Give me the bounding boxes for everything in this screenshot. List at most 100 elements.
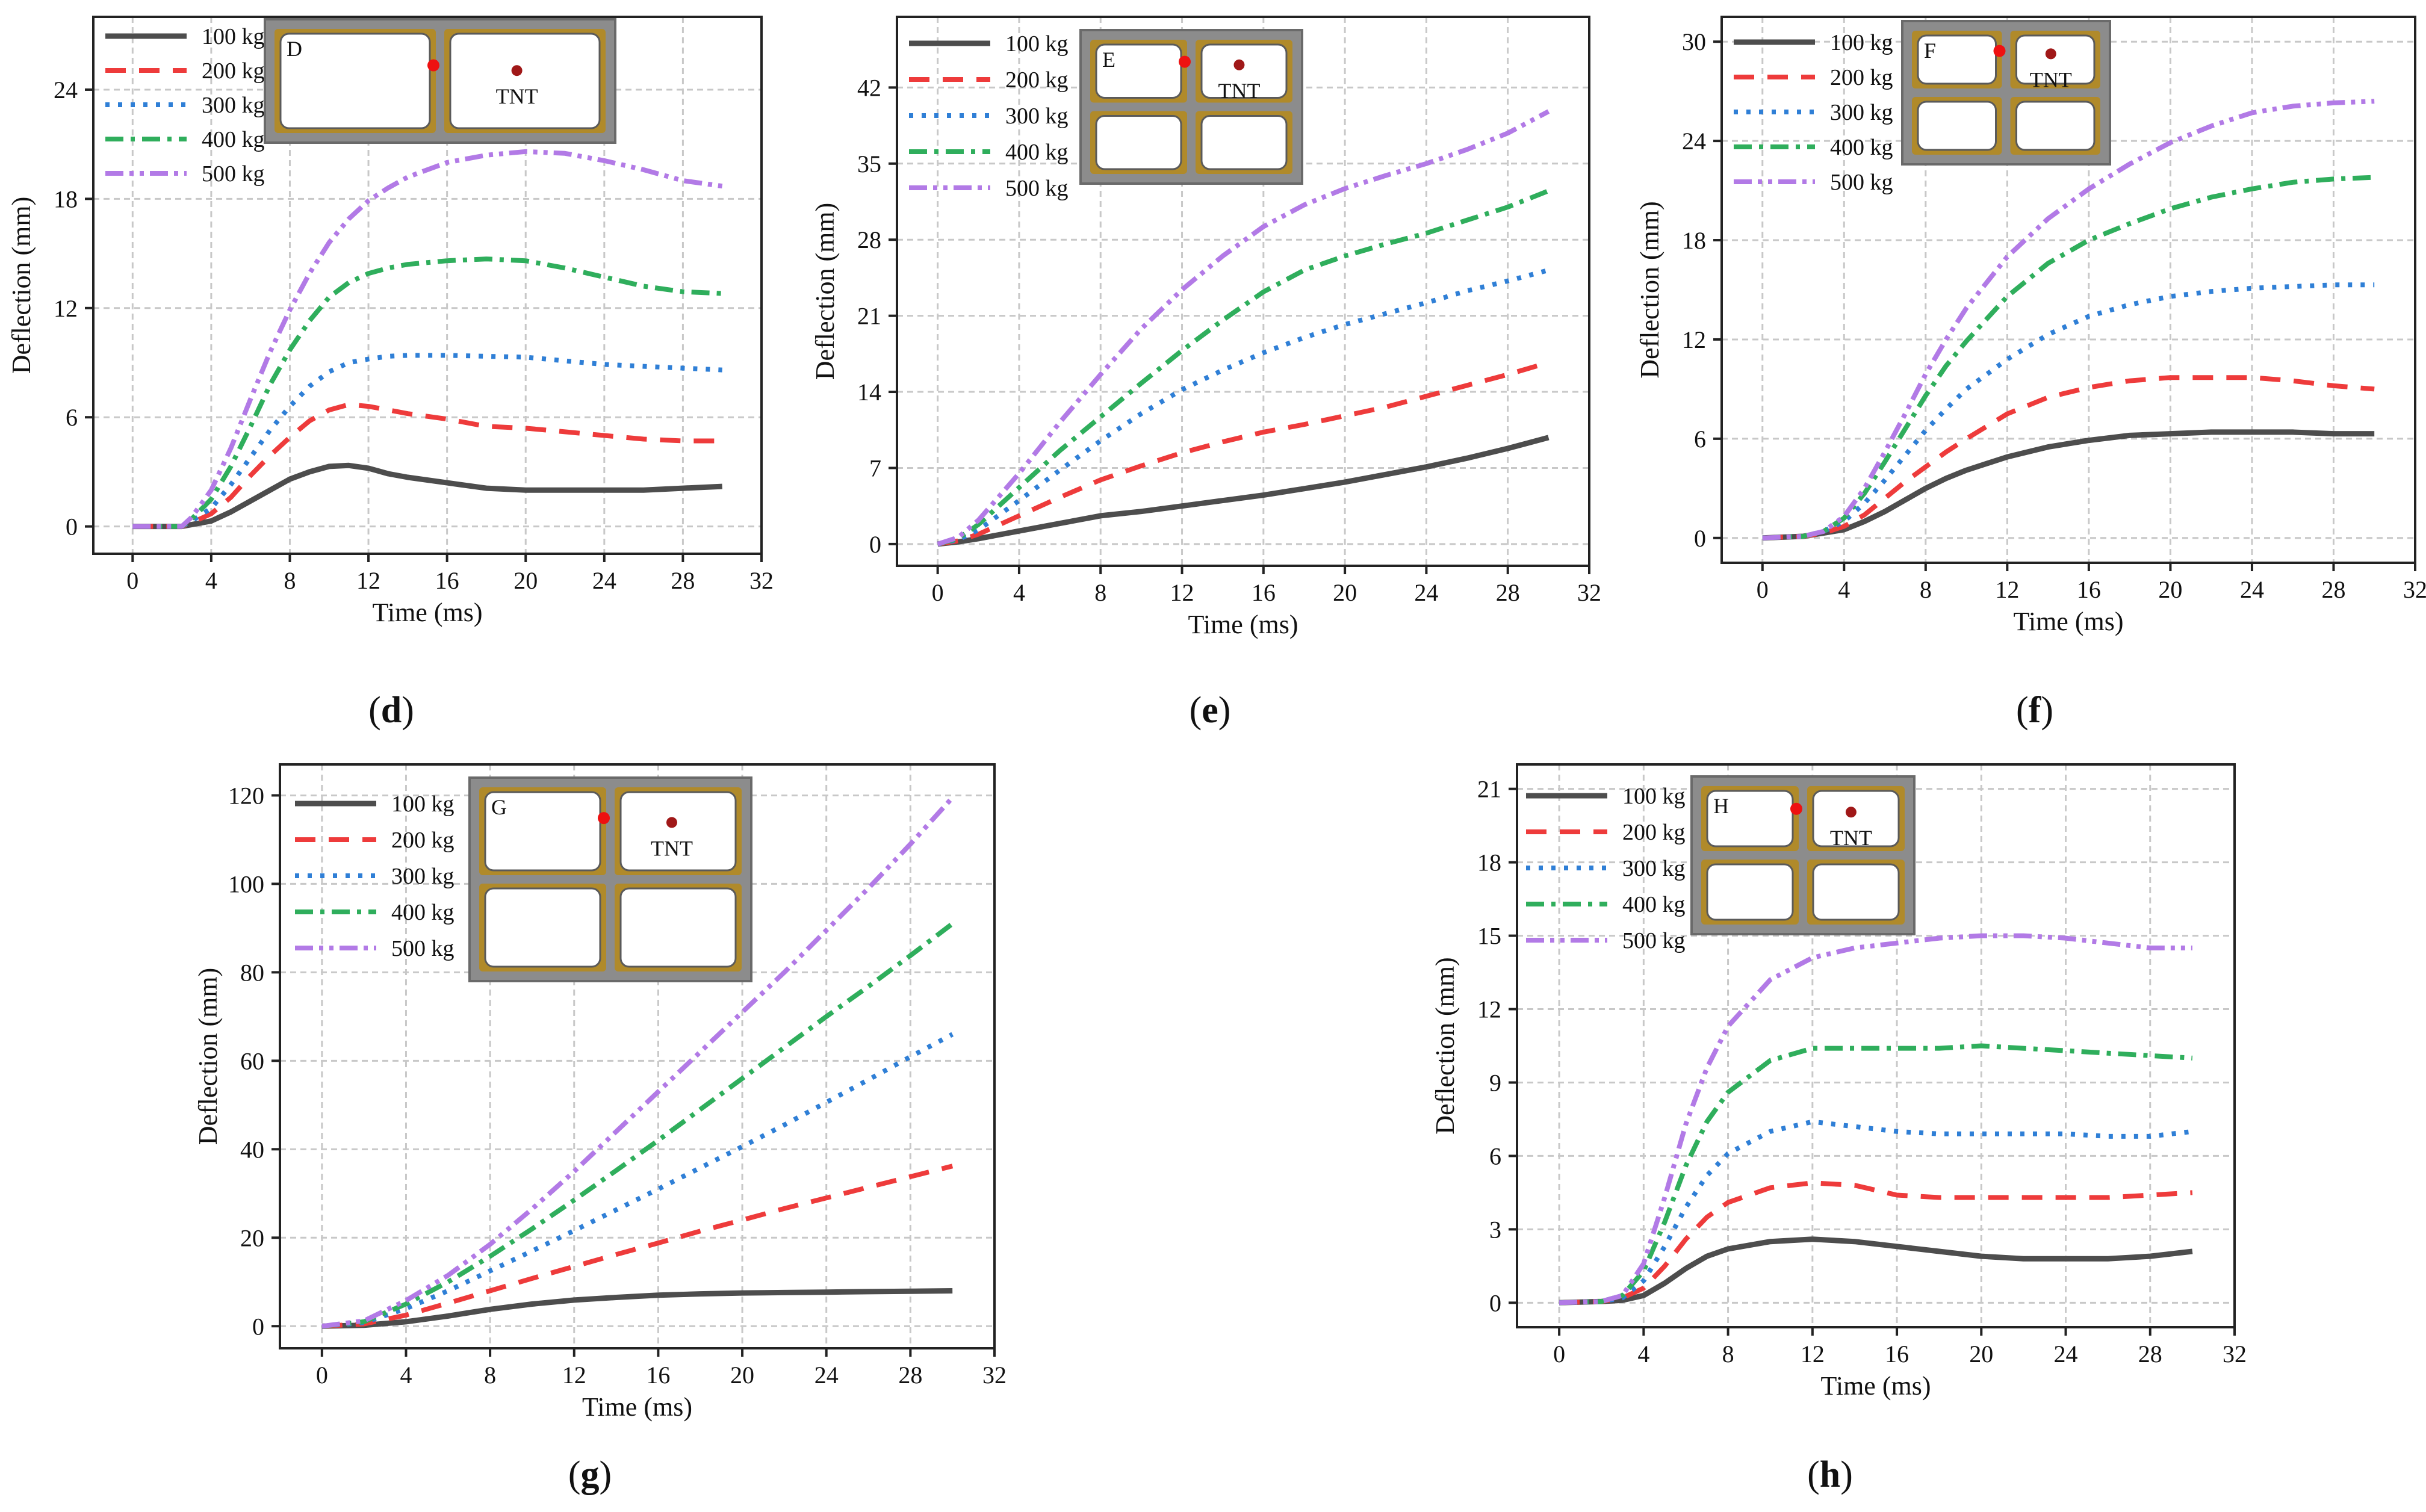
inset-diagram: TNT F bbox=[1901, 20, 2111, 166]
inset-cell bbox=[619, 791, 737, 872]
y-tick-label: 60 bbox=[240, 1047, 264, 1074]
y-axis-title: Deflection (mm) bbox=[7, 197, 36, 374]
legend-label: 400 kg bbox=[1005, 140, 1069, 165]
legend-label: 300 kg bbox=[1005, 104, 1069, 129]
chart-panel-d: 0 4 8 12 16 20 24 28 32 0 6 12 18 24 Time (ms) Deflecti… bbox=[7, 16, 774, 627]
legend-label: 500 kg bbox=[1830, 170, 1893, 195]
x-tick-label: 0 bbox=[1757, 576, 1769, 603]
legend-label: 500 kg bbox=[391, 936, 454, 961]
x-axis-title: Time (ms) bbox=[1821, 1371, 1931, 1401]
inset-cell bbox=[279, 33, 431, 129]
x-tick-label: 12 bbox=[1801, 1340, 1825, 1368]
caption-open: ( bbox=[1807, 1454, 1820, 1495]
inset-cell bbox=[484, 887, 601, 968]
x-tick-label: 16 bbox=[646, 1362, 670, 1389]
inset-cell bbox=[1200, 43, 1288, 99]
legend-label: 100 kg bbox=[1005, 31, 1069, 57]
x-tick-label: 28 bbox=[671, 567, 695, 594]
x-tick-label: 12 bbox=[1995, 576, 2019, 603]
measure-point-label: G bbox=[491, 795, 507, 819]
inset-cell bbox=[449, 33, 601, 129]
tnt-marker bbox=[1845, 807, 1857, 818]
series-line-300-kg bbox=[321, 1032, 954, 1329]
x-tick-label: 24 bbox=[814, 1362, 839, 1389]
x-axis-title: Time (ms) bbox=[2014, 607, 2124, 636]
legend-label: 200 kg bbox=[391, 828, 454, 853]
y-axis-title: Deflection (mm) bbox=[1635, 201, 1664, 378]
inset-cell bbox=[2015, 101, 2096, 151]
series-line-200-kg bbox=[1559, 1180, 2193, 1306]
legend-label: 400 kg bbox=[202, 127, 265, 152]
x-tick-label: 4 bbox=[400, 1362, 412, 1389]
measure-point-marker bbox=[427, 59, 439, 72]
y-tick-label: 0 bbox=[1694, 525, 1706, 552]
inset-cell bbox=[2015, 34, 2096, 85]
inset-cell bbox=[619, 887, 737, 968]
inset-cell bbox=[1812, 790, 1900, 847]
inset-cell bbox=[1706, 863, 1794, 921]
legend-label: 500 kg bbox=[1622, 928, 1686, 953]
y-tick-label: 3 bbox=[1489, 1216, 1501, 1243]
panel-caption: (g) bbox=[568, 1454, 612, 1495]
legend-label: 500 kg bbox=[202, 161, 265, 187]
measure-point-marker bbox=[1993, 45, 2006, 57]
x-tick-label: 0 bbox=[1553, 1340, 1565, 1368]
inset-cell bbox=[484, 791, 601, 872]
inset-cell bbox=[1706, 790, 1794, 847]
tnt-label: TNT bbox=[1218, 79, 1260, 103]
x-axis-title: Time (ms) bbox=[1188, 610, 1298, 639]
panel-caption: (e) bbox=[1190, 690, 1231, 731]
x-tick-label: 8 bbox=[1722, 1340, 1734, 1368]
tnt-label: TNT bbox=[651, 836, 693, 860]
legend-label: 200 kg bbox=[202, 58, 265, 84]
y-tick-label: 120 bbox=[228, 782, 264, 809]
series-line-200-kg bbox=[321, 1163, 954, 1329]
x-axis-title: Time (ms) bbox=[373, 598, 483, 627]
y-tick-label: 24 bbox=[1682, 128, 1706, 155]
caption-open: ( bbox=[2016, 690, 2029, 731]
legend-label: 100 kg bbox=[202, 24, 265, 49]
y-tick-label: 42 bbox=[857, 74, 881, 101]
x-tick-label: 4 bbox=[1013, 579, 1025, 606]
caption-close: ) bbox=[1218, 690, 1231, 731]
measure-point-marker bbox=[598, 812, 610, 825]
legend-label: 300 kg bbox=[1622, 856, 1686, 881]
series-line-400-kg bbox=[132, 256, 722, 529]
x-tick-label: 4 bbox=[205, 567, 217, 594]
series-line-300-kg bbox=[1559, 1119, 2193, 1306]
inset-diagram: TNT D bbox=[264, 18, 616, 144]
tnt-marker bbox=[511, 65, 523, 76]
panel-caption: (f) bbox=[2016, 690, 2053, 731]
y-tick-label: 0 bbox=[252, 1313, 264, 1340]
x-tick-label: 8 bbox=[1094, 579, 1106, 606]
legend-label: 500 kg bbox=[1005, 176, 1069, 201]
series-line-300-kg bbox=[132, 353, 722, 529]
y-tick-label: 14 bbox=[857, 379, 881, 406]
caption-close: ) bbox=[402, 690, 414, 731]
x-tick-label: 32 bbox=[1577, 579, 1601, 606]
measure-point-marker bbox=[1179, 55, 1191, 68]
y-tick-label: 21 bbox=[857, 303, 881, 330]
legend-label: 200 kg bbox=[1830, 65, 1893, 90]
y-tick-label: 9 bbox=[1489, 1069, 1501, 1096]
series-line-300-kg bbox=[937, 267, 1550, 547]
series-line-100-kg bbox=[1559, 1236, 2193, 1306]
series-line-100-kg bbox=[132, 462, 722, 530]
axis-frame bbox=[1516, 763, 2236, 1328]
measure-point-label: D bbox=[287, 37, 302, 61]
y-tick-label: 80 bbox=[240, 959, 264, 986]
y-tick-label: 7 bbox=[869, 454, 881, 482]
x-tick-label: 4 bbox=[1637, 1340, 1649, 1368]
x-tick-label: 28 bbox=[898, 1362, 922, 1389]
series-line-500-kg bbox=[132, 149, 723, 529]
series-line-100-kg bbox=[1762, 429, 2375, 541]
x-tick-label: 24 bbox=[592, 567, 616, 594]
x-tick-label: 16 bbox=[2077, 576, 2101, 603]
y-tick-label: 6 bbox=[66, 404, 78, 431]
legend-label: 400 kg bbox=[391, 900, 454, 925]
legend-label: 100 kg bbox=[1622, 784, 1686, 809]
caption-open: ( bbox=[368, 690, 381, 731]
x-tick-label: 8 bbox=[284, 567, 296, 594]
inset-cell bbox=[1095, 43, 1182, 99]
caption-close: ) bbox=[2041, 690, 2053, 731]
